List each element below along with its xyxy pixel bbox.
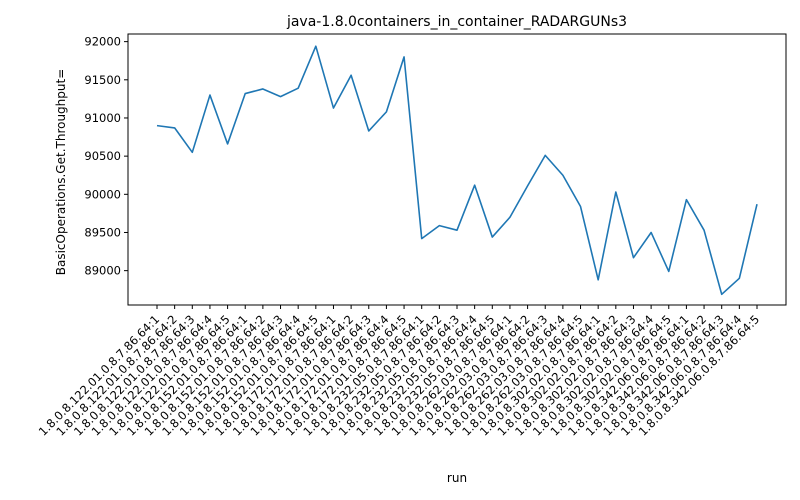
data-point	[756, 203, 758, 205]
data-point	[580, 206, 582, 208]
data-point	[350, 74, 352, 76]
data-point	[156, 125, 158, 127]
y-tick-label: 89500	[84, 225, 121, 239]
data-point	[421, 238, 423, 240]
data-point	[721, 293, 723, 295]
data-point	[527, 185, 529, 187]
data-point	[403, 56, 405, 58]
data-point	[262, 88, 264, 90]
y-tick-label: 90500	[84, 149, 121, 163]
data-point	[244, 93, 246, 95]
data-point	[491, 236, 493, 238]
data-point	[615, 191, 617, 193]
data-point	[668, 270, 670, 272]
chart-title: java-1.8.0containers_in_container_RADARG…	[286, 14, 627, 30]
data-point	[368, 130, 370, 132]
data-point	[438, 225, 440, 227]
x-axis-title: run	[447, 471, 467, 485]
series-line	[156, 45, 758, 296]
y-tick-label: 89000	[84, 264, 121, 278]
data-point	[456, 229, 458, 231]
data-point	[738, 277, 740, 279]
data-point	[685, 199, 687, 201]
data-point	[597, 279, 599, 281]
y-tick-label: 92000	[84, 35, 121, 49]
plot-area: 890008950090000905009100091500920001.8.0…	[36, 33, 787, 439]
data-point	[315, 45, 317, 47]
data-point	[632, 257, 634, 259]
data-point	[174, 127, 176, 129]
data-point	[227, 143, 229, 145]
data-point	[703, 229, 705, 231]
data-point	[562, 174, 564, 176]
data-point	[332, 107, 334, 109]
data-point	[509, 216, 511, 218]
y-axis-title: BasicOperations.Get.Throughput=	[54, 69, 68, 276]
data-point	[544, 154, 546, 156]
data-point	[385, 111, 387, 113]
data-point	[209, 94, 211, 96]
data-point	[280, 96, 282, 98]
data-point	[191, 151, 193, 153]
data-point	[297, 87, 299, 89]
y-tick-label: 90000	[84, 187, 121, 201]
data-point	[474, 184, 476, 186]
y-tick-label: 91500	[84, 73, 121, 87]
y-tick-label: 91000	[84, 111, 121, 125]
data-point	[650, 231, 652, 233]
